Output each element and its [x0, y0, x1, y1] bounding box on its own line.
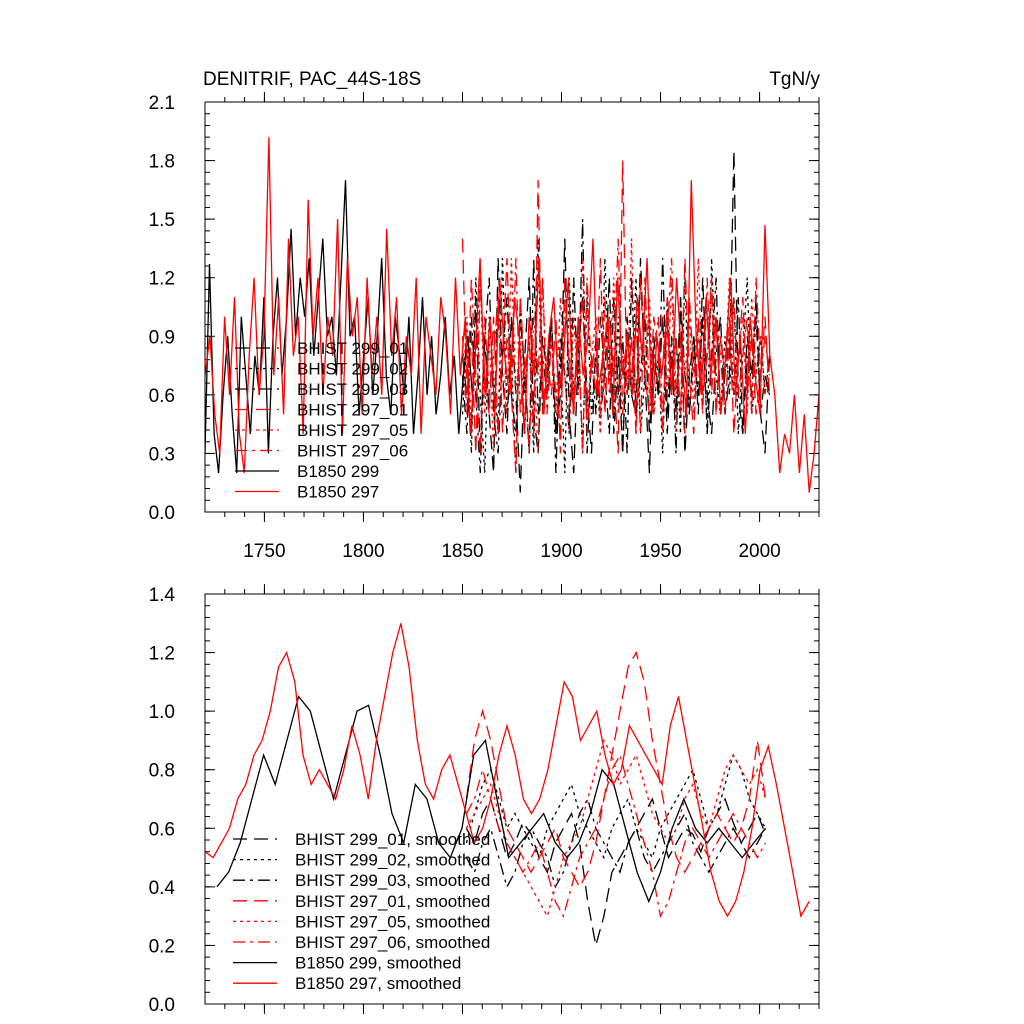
- plot-frame: [204, 593, 820, 1005]
- y-tick-label: 0.0: [149, 503, 175, 524]
- y-tick-label: 0.4: [149, 878, 176, 899]
- legend-label: BHIST 297_01, smoothed: [295, 892, 490, 911]
- y-tick-label: 1.8: [149, 152, 175, 173]
- y-tick-label: 2.1: [149, 93, 175, 114]
- y-tick-label: 0.6: [149, 819, 175, 840]
- legend-label: BHIST 299_03: [297, 380, 408, 399]
- x-tick-label: 2000: [738, 541, 780, 562]
- legend-label: BHIST 297_05: [297, 421, 408, 440]
- y-tick-label: 1.2: [149, 644, 175, 665]
- legend-label: BHIST 297_01: [297, 401, 408, 420]
- y-tick-label: 0.0: [149, 995, 175, 1016]
- chart-title: DENITRIF, PAC_44S-18S: [203, 69, 421, 90]
- chart-units: TgN/y: [769, 69, 820, 90]
- legend-label: BHIST 299_01: [297, 339, 408, 358]
- y-tick-label: 0.2: [149, 936, 175, 957]
- legend-label: BHIST 299_01, smoothed: [295, 830, 490, 849]
- x-tick-label: 1900: [540, 541, 582, 562]
- series-line-bhist-299-03-smoothed: [465, 797, 767, 889]
- series-line-b1850-299: [205, 180, 474, 474]
- legend-label: BHIST 299_02, smoothed: [295, 851, 490, 870]
- series-line-bhist-297-06-smoothed: [465, 753, 767, 919]
- bottom-chart-panel: 0.0 0.2 0.4 0.6 0.8 1.0 1.2 1.4 BHIST 299_01, s…: [149, 584, 820, 1016]
- series-line-bhist-299-03: [461, 219, 771, 474]
- series-line-b1850-299-smoothed: [216, 695, 767, 904]
- legend-label: B1850 297: [297, 483, 379, 502]
- y-tick-label: 0.8: [149, 761, 175, 782]
- series-line-bhist-297-06: [461, 238, 771, 454]
- series-line-b1850-297: [205, 137, 819, 493]
- legend: BHIST 299_01, smoothed BHIST 299_02, smoo…: [233, 830, 490, 993]
- legend-label: B1850 299: [297, 462, 379, 481]
- x-tick-label: 1750: [243, 541, 285, 562]
- legend-label: BHIST 299_02: [297, 360, 408, 379]
- x-tick-label: 1950: [639, 541, 681, 562]
- series-line-bhist-297-05-smoothed: [465, 738, 767, 918]
- legend-label: B1850 299, smoothed: [295, 954, 461, 973]
- y-tick-label: 0.3: [149, 444, 175, 465]
- x-tick-label: 1850: [441, 541, 483, 562]
- legend-label: BHIST 297_05, smoothed: [295, 912, 490, 931]
- series-line-bhist-299-01: [461, 150, 771, 493]
- series-line-bhist-299-01-smoothed: [465, 797, 767, 946]
- legend-label: B1850 297, smoothed: [295, 974, 461, 993]
- plot-frame: [204, 101, 820, 513]
- series-line-bhist-297-01-smoothed: [465, 650, 767, 889]
- y-tick-label: 1.4: [149, 585, 176, 606]
- y-tick-label: 1.5: [149, 210, 175, 231]
- y-tick-label: 1.2: [149, 269, 175, 290]
- y-tick-label: 1.0: [149, 702, 175, 723]
- series-line-b1850-297-smoothed: [205, 623, 810, 918]
- y-tick-label: 0.9: [149, 327, 175, 348]
- legend-label: BHIST 299_03, smoothed: [295, 871, 490, 890]
- legend-label: BHIST 297_06, smoothed: [295, 933, 490, 952]
- series-line-bhist-299-02-smoothed: [465, 753, 767, 860]
- y-tick-label: 0.6: [149, 386, 175, 407]
- x-tick-label: 1800: [342, 541, 384, 562]
- top-chart-panel: DENITRIF, PAC_44S-18S TgN/y 0.0 0.3 0.6 0.9…: [149, 69, 821, 562]
- legend-label: BHIST 297_06: [297, 442, 408, 461]
